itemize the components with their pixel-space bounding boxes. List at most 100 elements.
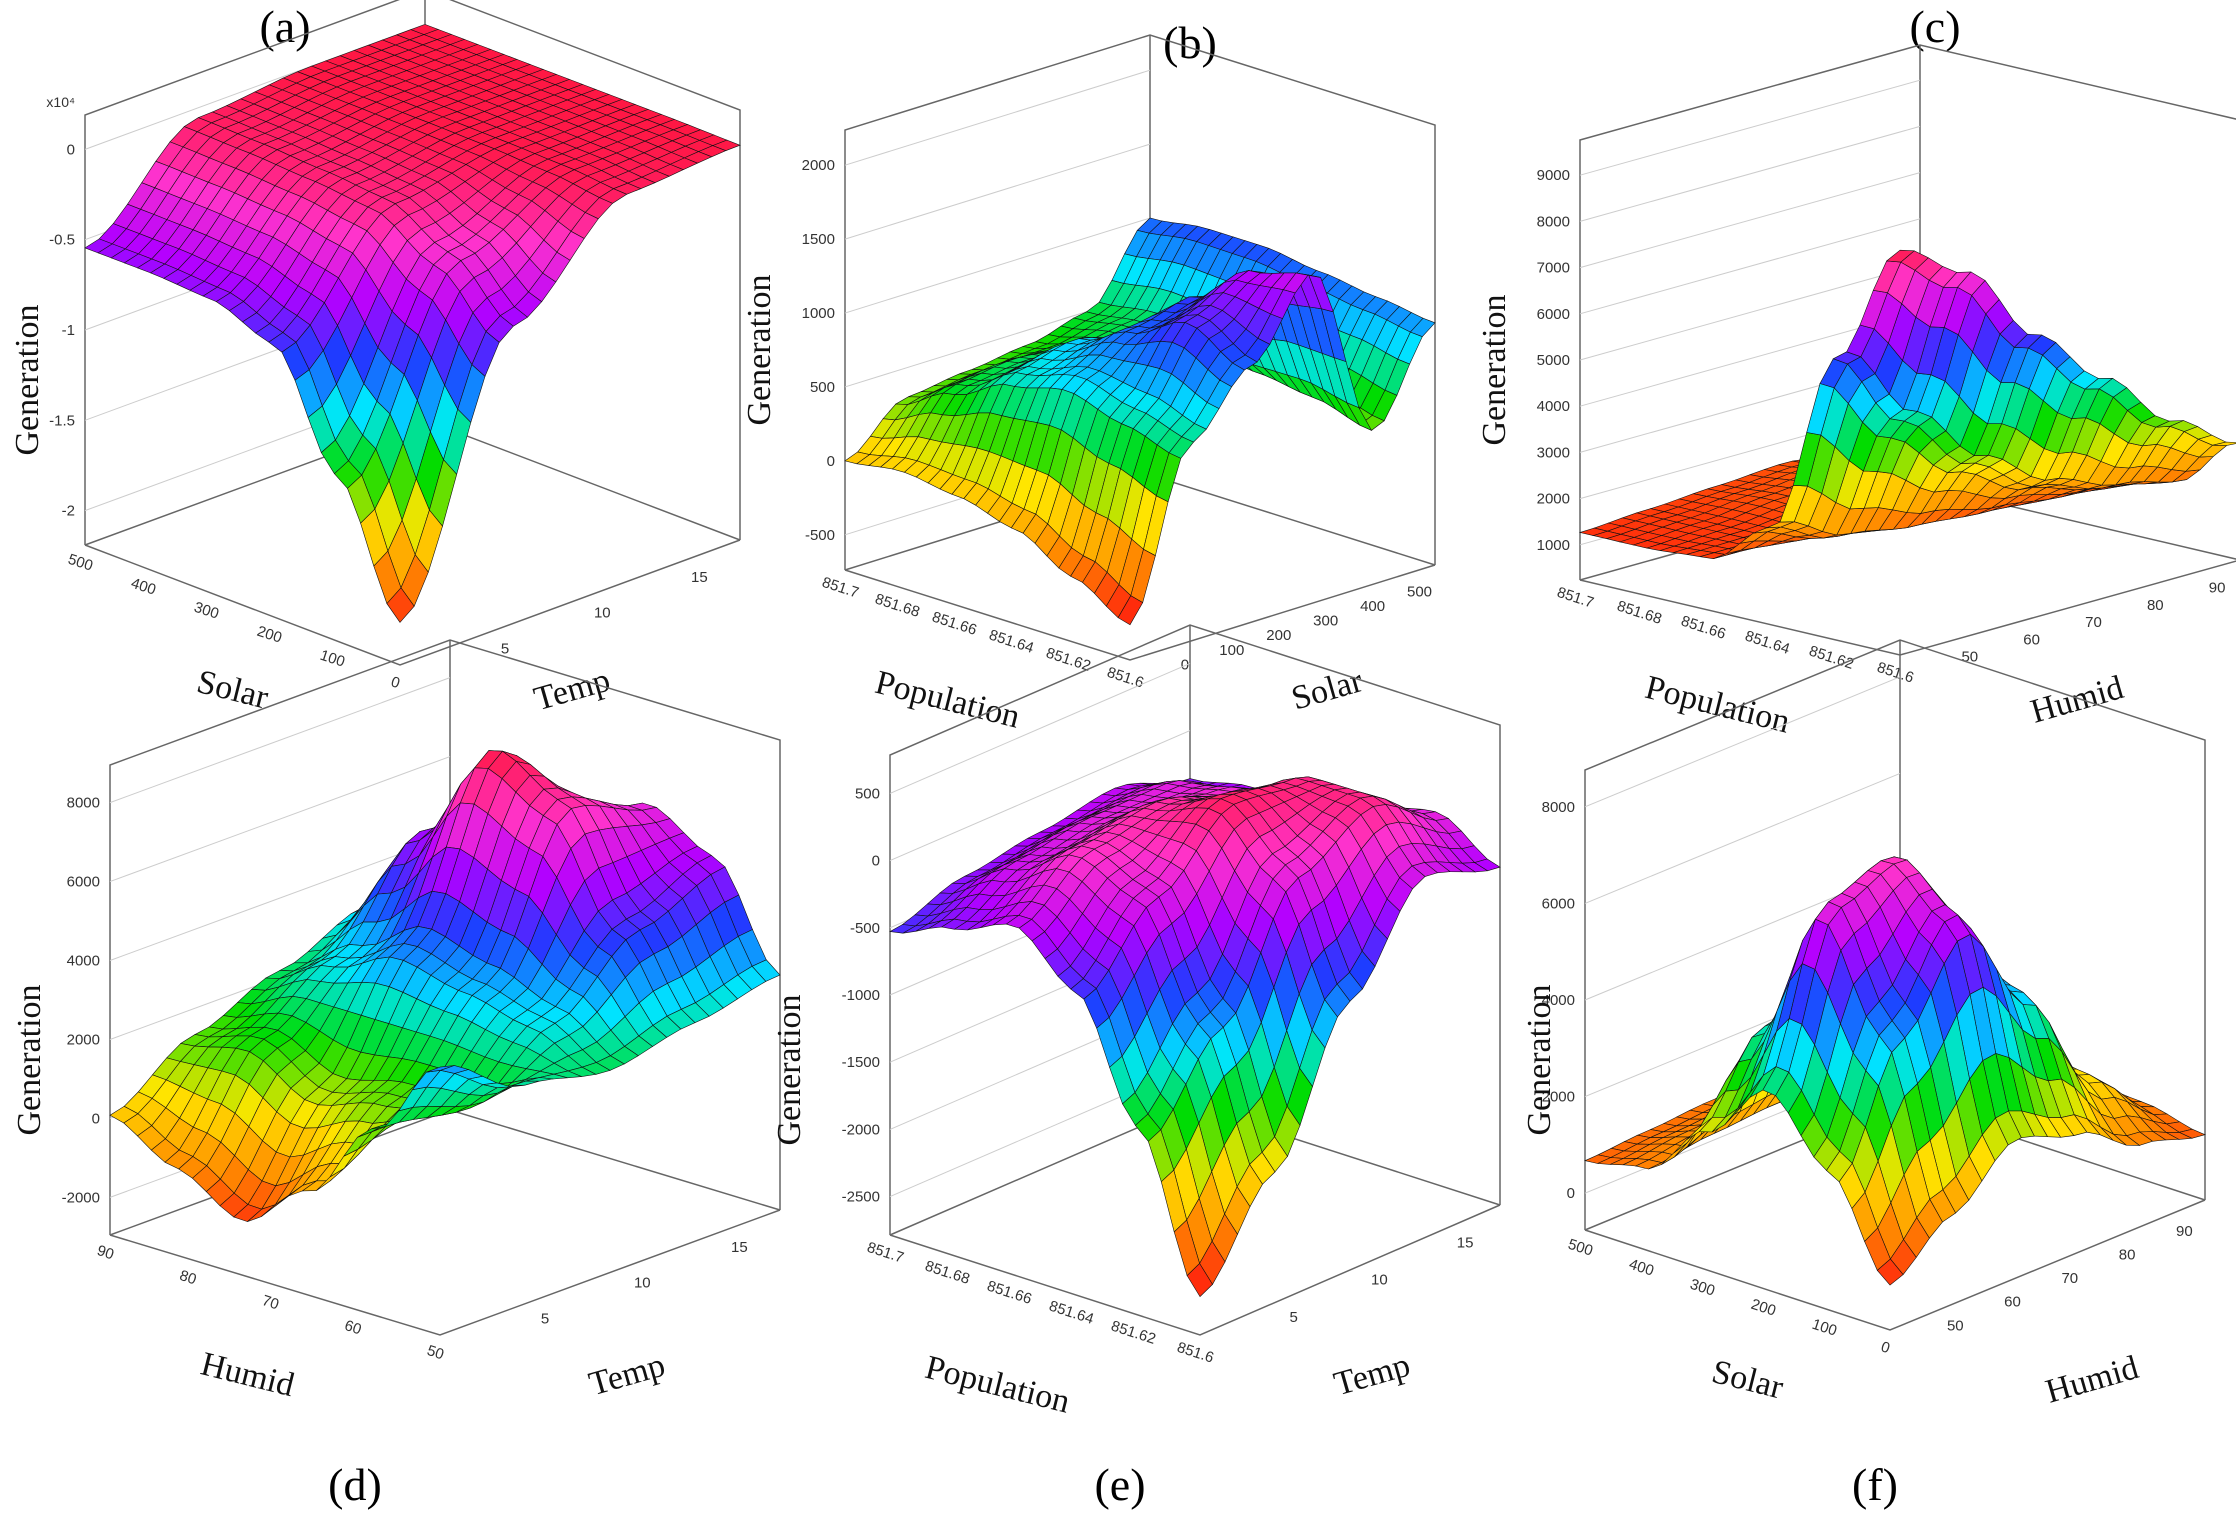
panel-2: (b)2000150010005000-500851.7851.68851.66…: [741, 17, 1436, 736]
panel-1: (a) 0 -0.5 -1 -1.5 -2 x10⁴ 500 400 300 200 100 0 5 10 1…: [9, 0, 741, 719]
y-tick-label: 70: [2061, 1270, 2078, 1287]
x-axis-title: Humid: [197, 1345, 298, 1404]
y-tick-label: 0: [1181, 656, 1189, 673]
z-tick-label: 8000: [1537, 213, 1570, 230]
x-tick-label: 0: [389, 673, 402, 692]
y-tick-label: 15: [731, 1239, 748, 1256]
x-tick-label: 851.64: [1047, 1298, 1096, 1328]
z-tick-label: 0: [92, 1110, 100, 1127]
z-tick-label: 5000: [1537, 352, 1570, 369]
surface: [1584, 856, 2206, 1286]
surface-cell: [1117, 595, 1144, 626]
x-axis-title: Population: [922, 1349, 1074, 1421]
x-tick-label: 851.68: [873, 591, 922, 621]
x-tick-label: 90: [95, 1242, 116, 1263]
z-tick-label: 6000: [67, 874, 100, 891]
y-tick-label: 80: [2147, 597, 2164, 614]
x-tick-label: 300: [192, 599, 221, 623]
y-tick-label: 100: [1219, 642, 1244, 659]
z-tick-label: -2000: [62, 1189, 100, 1206]
surface-cell: [1885, 249, 1915, 263]
z-tick-label: -500: [805, 527, 835, 544]
y-tick-label: 15: [691, 569, 708, 586]
y-tick-label: 80: [2119, 1247, 2136, 1264]
y-tick-label: 90: [2209, 580, 2226, 597]
y-tick-label: 5: [501, 640, 509, 657]
y-tick-label: 60: [2004, 1294, 2021, 1311]
z-tick-label: 4000: [1542, 992, 1575, 1009]
y-tick-label: 10: [594, 605, 611, 622]
y-tick-label: 200: [1266, 627, 1291, 644]
z-tick-label: 0: [872, 853, 880, 870]
z-tick-label: 7000: [1537, 260, 1570, 277]
y-tick-label: 5: [1290, 1309, 1298, 1326]
y-axis-title: Temp: [585, 1347, 669, 1404]
x-tick-label: 100: [1810, 1316, 1839, 1340]
y-tick-label: 300: [1313, 613, 1338, 630]
x-tick-label: 851.64: [1743, 628, 1792, 658]
z-tick-label: 0: [827, 453, 835, 470]
z-tick-label: -2000: [842, 1121, 880, 1138]
x-tick-label: 200: [255, 623, 284, 647]
z-tick-label: 500: [810, 379, 835, 396]
z-tick-label: -1: [62, 322, 75, 339]
z-tick-label: 2000: [1537, 491, 1570, 508]
surface: [844, 217, 1436, 626]
panel-label: (c): [1909, 1, 1960, 52]
panel-6: (f) 8000 6000 4000 2000 0 500 400 300 200 100 0 50 60…: [1521, 639, 2206, 1510]
z-tick-label: 8000: [1542, 799, 1575, 816]
y-axis-title: Humid: [2027, 669, 2128, 731]
y-tick-label: 50: [1947, 1317, 1964, 1334]
x-tick-label: 851.68: [1615, 598, 1664, 628]
z-exponent-label: x10⁴: [46, 94, 75, 110]
x-tick-label: 851.6: [1175, 1339, 1216, 1367]
panel-label: (b): [1163, 17, 1217, 68]
x-tick-label: 851.6: [1105, 664, 1146, 692]
surface-cell: [1186, 1263, 1213, 1298]
z-tick-label: 0: [1567, 1185, 1575, 1202]
x-axis-title: Population: [872, 664, 1024, 736]
z-tick-label: 9000: [1537, 167, 1570, 184]
z-tick-label: 0: [67, 141, 75, 158]
panel-label: (f): [1852, 1459, 1898, 1510]
x-tick-label: 500: [1566, 1236, 1595, 1260]
x-tick-label: 80: [177, 1267, 198, 1288]
y-axis-title: Temp: [530, 662, 614, 719]
z-tick-label: 2000: [802, 157, 835, 174]
x-tick-label: 851.6: [1875, 659, 1916, 687]
y-tick-label: 500: [1407, 583, 1432, 600]
z-tick-label: 3000: [1537, 444, 1570, 461]
x-tick-label: 400: [1627, 1256, 1656, 1280]
x-axis-title: Solar: [193, 663, 272, 716]
y-tick-label: 400: [1360, 598, 1385, 615]
surface: [84, 24, 741, 623]
y-tick-label: 60: [2023, 632, 2040, 649]
x-tick-label: 400: [129, 575, 158, 599]
z-tick-label: -1000: [842, 987, 880, 1004]
y-axis-title: Temp: [1330, 1347, 1414, 1404]
z-tick-label: 1000: [802, 305, 835, 322]
x-tick-label: 851.66: [985, 1278, 1034, 1308]
x-tick-label: 851.64: [987, 627, 1036, 657]
z-tick-label: -2500: [842, 1189, 880, 1206]
y-tick-label: 10: [634, 1275, 651, 1292]
surface: [1578, 249, 2236, 560]
z-tick-label: 6000: [1542, 895, 1575, 912]
z-tick-label: 2000: [67, 1032, 100, 1049]
y-tick-label: 15: [1457, 1235, 1474, 1252]
axes-box: [1579, 44, 2236, 656]
z-tick-label: -1500: [842, 1054, 880, 1071]
surface-cell: [426, 1065, 455, 1073]
surface: [889, 776, 1501, 1298]
x-tick-label: 70: [260, 1292, 281, 1313]
x-tick-label: 100: [318, 647, 347, 671]
y-tick-label: 70: [2085, 614, 2102, 631]
panel-label: (d): [328, 1459, 382, 1510]
z-tick-label: 1500: [802, 231, 835, 248]
z-tick-label: 2000: [1542, 1089, 1575, 1106]
z-axis-title: Generation: [11, 984, 48, 1135]
y-tick-label: 5: [541, 1310, 549, 1327]
z-tick-label: -2: [62, 503, 75, 520]
x-tick-label: 851.7: [865, 1239, 906, 1267]
surface-cell: [1876, 1258, 1904, 1286]
